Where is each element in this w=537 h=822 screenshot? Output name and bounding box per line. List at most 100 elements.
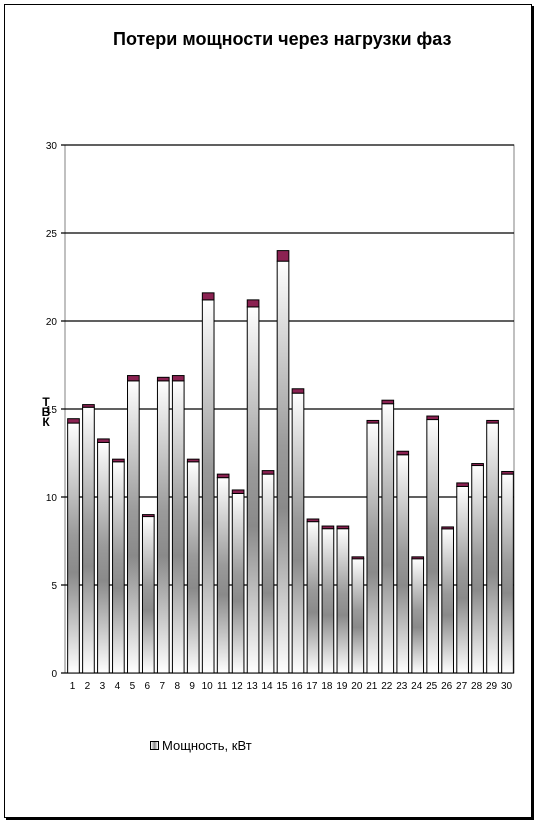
bar-cap: [246, 299, 260, 308]
bar: [127, 380, 140, 674]
bar: [366, 422, 380, 674]
bar-cap: [471, 463, 484, 467]
x-tick-label: 20: [351, 681, 363, 692]
x-tick-label: 1: [70, 681, 76, 692]
x-tick-label: 9: [189, 681, 195, 692]
bar: [321, 528, 335, 674]
x-tick-label: 26: [441, 681, 453, 692]
bars: [67, 250, 514, 674]
y-tick-label: 20: [46, 317, 58, 328]
bar-cap: [396, 450, 410, 456]
bar-cap: [261, 470, 275, 475]
bar-cap: [291, 388, 305, 394]
y-axis-label: Т В К: [41, 395, 51, 429]
bar-cap: [381, 399, 395, 405]
bar-cap: [112, 458, 125, 463]
bar-cap: [231, 489, 245, 494]
bar: [141, 515, 155, 674]
y-tick-label: 0: [51, 669, 57, 680]
y-tick-label: 5: [51, 581, 57, 592]
bar: [156, 380, 170, 674]
x-tick-label: 30: [501, 681, 513, 692]
x-tick-label: 14: [261, 681, 273, 692]
x-tick-label: 25: [426, 681, 438, 692]
x-tick-label: 27: [456, 681, 468, 692]
bar-cap: [201, 292, 215, 301]
x-tick-label: 5: [130, 681, 136, 692]
bar-cap: [456, 482, 469, 487]
x-tick-label: 17: [306, 681, 318, 692]
bar-cap: [276, 250, 290, 262]
bar-cap: [321, 525, 335, 530]
y-tick-label: 25: [46, 229, 58, 240]
bar: [201, 299, 215, 674]
x-tick-label: 10: [202, 681, 214, 692]
bar: [306, 521, 320, 674]
bar: [216, 477, 230, 674]
bar: [67, 422, 80, 674]
x-tick-label: 13: [247, 681, 259, 692]
bar: [396, 454, 410, 674]
x-tick-label: 4: [115, 681, 121, 692]
bar-cap: [426, 415, 440, 421]
bar: [441, 528, 454, 674]
x-tick-label: 18: [321, 681, 333, 692]
bar: [97, 441, 110, 674]
bar: [276, 260, 290, 674]
bar: [426, 419, 440, 674]
bar: [411, 558, 425, 674]
bar: [291, 392, 305, 674]
x-tick-label: 11: [217, 681, 228, 692]
bar: [501, 473, 514, 674]
bar-cap: [67, 418, 80, 424]
bar: [246, 306, 260, 674]
bar-cap: [336, 525, 350, 530]
bar-cap: [156, 376, 170, 382]
bar-cap: [411, 556, 425, 560]
bar: [261, 473, 275, 674]
x-tick-label: 29: [486, 681, 498, 692]
x-tick-label: 7: [160, 681, 166, 692]
x-tick-label: 23: [396, 681, 408, 692]
x-tick-label: 28: [471, 681, 483, 692]
x-tick-label: 16: [291, 681, 303, 692]
y-tick-label: 15: [46, 405, 58, 416]
bar: [231, 492, 245, 674]
bar-cap: [82, 404, 95, 408]
bar-cap: [441, 526, 454, 530]
x-tick-label: 24: [411, 681, 423, 692]
bar-cap: [97, 438, 110, 443]
x-tick-label: 3: [100, 681, 106, 692]
bar-cap: [171, 375, 185, 382]
x-tick-label: 22: [381, 681, 393, 692]
x-tick-label: 15: [276, 681, 288, 692]
bar: [112, 461, 125, 674]
x-tick-label: 2: [85, 681, 91, 692]
bar: [351, 558, 365, 674]
y-tick-label: 30: [46, 141, 58, 152]
bar: [186, 461, 200, 674]
x-tick-label: 21: [366, 681, 378, 692]
bar-cap: [351, 556, 365, 560]
x-tick-label: 6: [145, 681, 151, 692]
bar-cap: [216, 473, 230, 479]
bar-cap: [127, 375, 140, 382]
bar: [456, 485, 469, 674]
bar: [82, 406, 95, 674]
bar: [336, 528, 350, 674]
y-tick-label: 10: [46, 493, 58, 504]
bar-cap: [486, 419, 499, 424]
bar-cap: [501, 470, 514, 475]
bar-cap: [186, 458, 200, 463]
bar-cap: [366, 419, 380, 424]
bar: [381, 403, 395, 674]
legend: Мощность, кВт: [150, 738, 252, 753]
bar: [486, 422, 499, 674]
bar-cap: [306, 518, 320, 523]
legend-label: Мощность, кВт: [162, 738, 252, 753]
bar: [171, 380, 185, 674]
chart-frame: Потери мощности через нагрузки фаз Т В К…: [4, 4, 532, 818]
x-tick-label: 8: [174, 681, 180, 692]
